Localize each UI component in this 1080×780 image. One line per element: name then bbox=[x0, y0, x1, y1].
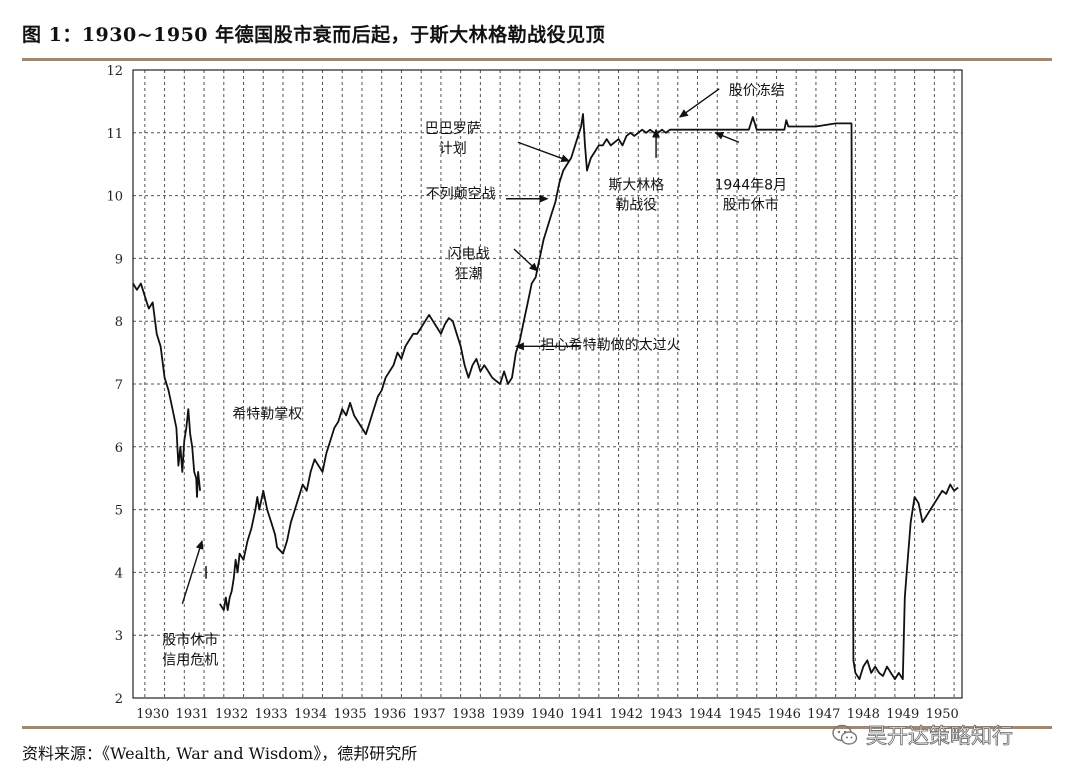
figure-title: 图 1：1930~1950 年德国股市衰而后起，于斯大林格勒战役见顶 bbox=[22, 24, 606, 46]
x-axis-ticks: 1930 1931 1932 1933 1934 1935 1936 1937 1938 1939… bbox=[136, 707, 959, 722]
annotation-label: 斯大林格 bbox=[608, 177, 664, 193]
x-tick-label: 1942 bbox=[610, 707, 643, 722]
x-tick-label: 1932 bbox=[215, 707, 248, 722]
y-tick-label: 3 bbox=[115, 629, 123, 644]
watermark-text: 吴开达策略知行 bbox=[866, 724, 1014, 749]
y-tick-label: 9 bbox=[115, 252, 123, 267]
annotation-label: 计划 bbox=[439, 141, 467, 157]
x-tick-label: 1938 bbox=[452, 707, 485, 722]
annotation-label: 狂潮 bbox=[455, 266, 483, 282]
x-tick-label: 1941 bbox=[570, 707, 603, 722]
y-tick-label: 5 bbox=[115, 504, 123, 519]
figure-source: 资料来源：《Wealth, War and Wisdom》，德邦研究所 bbox=[22, 744, 418, 763]
y-tick-label: 7 bbox=[115, 378, 123, 393]
x-tick-label: 1944 bbox=[689, 707, 722, 722]
x-tick-label: 1940 bbox=[531, 707, 564, 722]
chart-grid bbox=[133, 69, 962, 699]
annotation-label: 不列颠空战 bbox=[426, 187, 496, 203]
x-tick-label: 1950 bbox=[926, 707, 959, 722]
source-rule bbox=[22, 726, 1052, 729]
y-tick-label: 2 bbox=[115, 692, 123, 707]
annotation-label: 1944年8月 bbox=[715, 177, 788, 193]
watermark: 吴开达策略知行 bbox=[832, 718, 1062, 752]
annotation-label: 股市休市 bbox=[723, 196, 779, 213]
x-tick-label: 1935 bbox=[334, 707, 367, 722]
x-tick-label: 1934 bbox=[294, 707, 327, 722]
annotation-arrow bbox=[714, 132, 740, 143]
annotation-label: 股市休市 bbox=[162, 632, 218, 649]
x-tick-label: 1933 bbox=[255, 707, 288, 722]
annotation-arrow bbox=[517, 141, 571, 163]
series-line bbox=[219, 113, 959, 681]
x-tick-label: 1939 bbox=[491, 707, 524, 722]
x-tick-label: 1943 bbox=[649, 707, 682, 722]
annotation-label: 担心希特勒做的太过火 bbox=[541, 337, 681, 353]
wechat-icon bbox=[832, 724, 858, 745]
series-layer bbox=[132, 113, 959, 681]
series-line bbox=[132, 282, 201, 498]
annotation-arrow bbox=[678, 88, 720, 118]
y-tick-label: 12 bbox=[106, 64, 123, 79]
y-tick-label: 8 bbox=[115, 315, 123, 330]
annotation-arrow bbox=[513, 248, 539, 272]
x-tick-label: 1947 bbox=[807, 707, 840, 722]
annotation-stalingrad: 斯大林格勒战役 bbox=[608, 128, 664, 213]
y-tick-label: 6 bbox=[115, 441, 123, 456]
annotation-label: 信用危机 bbox=[162, 653, 218, 669]
annotation-hitler_worry: 担心希特勒做的太过火 bbox=[514, 337, 681, 353]
x-tick-label: 1937 bbox=[413, 707, 446, 722]
x-tick-label: 1946 bbox=[768, 707, 801, 722]
annotation-label: 股价冻结 bbox=[729, 82, 785, 99]
annotation-arrow bbox=[181, 540, 204, 605]
chart-frame bbox=[132, 69, 963, 699]
annotation-label: 闪电战 bbox=[448, 246, 490, 262]
y-tick-label: 11 bbox=[106, 127, 123, 142]
annotation-battle_britain: 不列颠空战 bbox=[426, 187, 549, 203]
annotation-price_freeze: 股价冻结 bbox=[678, 82, 785, 118]
annotation-label: 巴巴罗萨 bbox=[425, 121, 481, 137]
title-rule bbox=[22, 58, 1052, 61]
y-tick-label: 10 bbox=[106, 190, 123, 205]
y-tick-label: 4 bbox=[115, 566, 123, 581]
x-tick-label: 1949 bbox=[886, 707, 919, 722]
plot-frame bbox=[132, 69, 963, 699]
x-tick-label: 1948 bbox=[847, 707, 880, 722]
x-tick-label: 1936 bbox=[373, 707, 406, 722]
x-tick-label: 1930 bbox=[136, 707, 169, 722]
y-axis-ticks: 2 3 4 5 6 7 8 9 10 11 12 bbox=[106, 64, 123, 707]
x-tick-label: 1931 bbox=[176, 707, 209, 722]
x-tick-label: 1945 bbox=[728, 707, 761, 722]
annotation-hitler: 希特勒掌权 bbox=[232, 407, 302, 423]
annotation-label: 勒战役 bbox=[615, 197, 657, 213]
annotation-label: 希特勒掌权 bbox=[232, 407, 302, 423]
